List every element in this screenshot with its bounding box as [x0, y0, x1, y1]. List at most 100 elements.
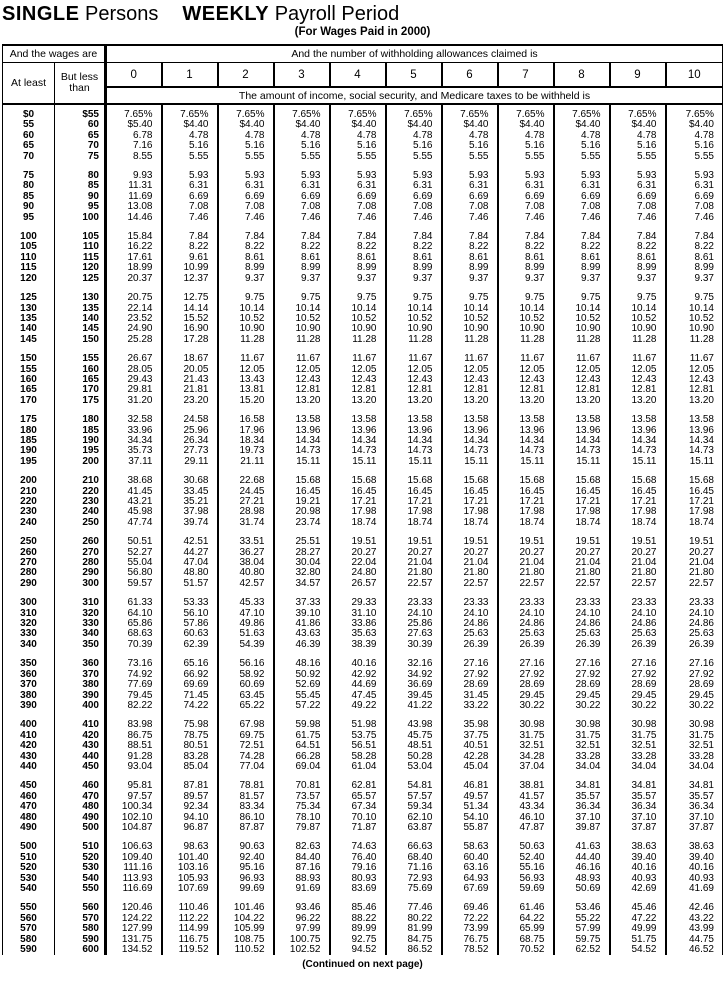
tax-amount-cell: 7.65%	[665, 110, 723, 121]
wage-bracket-row: 390 400 82.22 74.22 65.22 57.22 49.22 41.22 33.2…	[2, 700, 723, 712]
tax-amount-cell: 64.22	[497, 913, 555, 925]
tax-amount-cell: 47.04	[161, 558, 219, 569]
at-least-cell: 70	[2, 151, 55, 163]
tax-amount-cell: 20.27	[609, 547, 667, 559]
tax-table-body: $0 $55 7.65% 7.65% 7.65% 7.65% 7.65% 7.65% 7.65%…	[2, 104, 723, 956]
gap-cell	[161, 833, 219, 843]
tax-amount-cell: 31.74	[217, 517, 275, 529]
tax-amount-cell: 5.93	[329, 171, 387, 182]
tax-amount-cell: 6.69	[217, 191, 275, 203]
tax-amount-cell: 13.20	[329, 395, 387, 407]
gap-cell	[54, 589, 107, 599]
tax-amount-cell: 22.04	[329, 558, 387, 569]
tax-amount-cell: 90.63	[217, 842, 275, 853]
tax-amount-cell: 93.04	[105, 761, 163, 773]
tax-amount-cell: 12.81	[553, 385, 611, 396]
gap-cell	[553, 467, 611, 477]
at-least-cell: 590	[2, 945, 55, 956]
wage-bracket-row: 580 590 131.75 116.75 108.75 100.75 92.75 84.75…	[2, 934, 723, 946]
tax-amount-cell: 65.57	[329, 791, 387, 803]
tax-amount-cell: 6.69	[553, 191, 611, 203]
gap-cell	[609, 589, 667, 599]
tax-amount-cell: 7.08	[217, 202, 275, 213]
tax-amount-cell: 5.55	[553, 151, 611, 163]
tax-amount-cell: 27.63	[385, 629, 443, 640]
tax-amount-cell: 35.73	[105, 446, 163, 457]
tax-amount-cell: 25.51	[273, 537, 331, 548]
gap-cell	[54, 223, 107, 233]
but-less-cell: 380	[54, 680, 107, 691]
tax-amount-cell: 84.40	[273, 852, 331, 864]
tax-amount-cell: 25.28	[105, 334, 163, 346]
tax-amount-cell: 18.34	[217, 435, 275, 447]
tax-amount-cell: 7.84	[665, 232, 723, 243]
tax-amount-cell: 113.93	[105, 873, 163, 884]
gap-cell	[665, 467, 723, 477]
tax-amount-cell: 51.75	[609, 934, 667, 946]
tax-amount-cell: 6.31	[273, 181, 331, 192]
tax-amount-cell: 50.28	[385, 751, 443, 762]
tax-amount-cell: 96.93	[217, 873, 275, 884]
tax-amount-cell: 11.67	[441, 354, 499, 365]
gap-cell	[273, 467, 331, 477]
tax-amount-cell: 73.57	[273, 791, 331, 803]
tax-amount-cell: 17.21	[553, 497, 611, 508]
wage-bracket-row: 155 160 28.05 20.05 12.05 12.05 12.05 12.05 12.0…	[2, 364, 723, 375]
tax-amount-cell: 33.28	[665, 751, 723, 762]
tax-amount-cell: 68.40	[385, 852, 443, 864]
but-less-cell: 160	[54, 364, 107, 375]
wage-bracket-row: 130 135 22.14 14.14 10.14 10.14 10.14 10.14 10.1…	[2, 303, 723, 314]
tax-amount-cell: 7.65%	[553, 110, 611, 121]
tax-amount-cell: 12.81	[385, 385, 443, 396]
gap-cell	[329, 894, 387, 904]
tax-amount-cell: 53.04	[385, 761, 443, 773]
tax-amount-cell: 17.28	[161, 334, 219, 346]
tax-amount-cell: 9.75	[385, 293, 443, 304]
tax-amount-cell: 12.05	[497, 364, 555, 375]
tax-amount-cell: 42.51	[161, 537, 219, 548]
tax-amount-cell: 9.75	[441, 293, 499, 304]
tax-amount-cell: 76.75	[441, 934, 499, 946]
tax-amount-cell: 78.75	[161, 730, 219, 742]
tax-amount-cell: 9.37	[273, 273, 331, 285]
wage-bracket-row: 185 190 34.34 26.34 18.34 14.34 14.34 14.34 14.3…	[2, 435, 723, 447]
tax-amount-cell: 24.90	[105, 324, 163, 335]
gap-cell	[553, 406, 611, 416]
tax-amount-cell: 88.51	[105, 741, 163, 752]
tax-amount-cell: 8.61	[217, 252, 275, 264]
tax-amount-cell: 10.14	[273, 303, 331, 314]
gap-cell	[441, 162, 499, 172]
tax-amount-cell: 74.63	[329, 842, 387, 853]
tax-amount-cell: 110.46	[161, 903, 219, 914]
tax-amount-cell: 69.69	[161, 680, 219, 691]
tax-amount-cell: 42.46	[665, 903, 723, 914]
tax-amount-cell: 33.86	[329, 619, 387, 630]
tax-amount-cell: 55.04	[105, 558, 163, 569]
tax-amount-cell: 43.99	[665, 924, 723, 935]
tax-amount-cell: 5.93	[217, 171, 275, 182]
tax-amount-cell: 17.98	[553, 507, 611, 518]
tax-amount-cell: 21.04	[609, 558, 667, 569]
tax-amount-cell: 14.34	[609, 435, 667, 447]
tax-amount-cell: 23.33	[497, 598, 555, 609]
gap-cell	[497, 406, 555, 416]
tax-amount-cell: 89.57	[161, 791, 219, 803]
tax-amount-cell: 111.16	[105, 863, 163, 874]
tax-amount-cell: 6.78	[105, 130, 163, 142]
wage-bracket-row: 500 510 106.63 98.63 90.63 82.63 74.63 66.63 58.…	[2, 842, 723, 853]
tax-amount-cell: 21.80	[665, 568, 723, 579]
tax-amount-cell: 23.33	[385, 598, 443, 609]
tax-amount-cell: 8.99	[385, 263, 443, 274]
but-less-cell: 165	[54, 374, 107, 386]
tax-amount-cell: 17.98	[385, 507, 443, 518]
tax-amount-cell: 21.80	[441, 568, 499, 579]
tax-amount-cell: 15.11	[553, 456, 611, 468]
tax-amount-cell: 6.69	[497, 191, 555, 203]
allowance-col-header-3: 3	[273, 62, 331, 88]
but-less-cell: 260	[54, 537, 107, 548]
tax-amount-cell: 10.90	[609, 324, 667, 335]
tax-amount-cell: 7.84	[441, 232, 499, 243]
group-gap-row	[2, 833, 723, 843]
tax-amount-cell: 7.84	[161, 232, 219, 243]
tax-amount-cell: 6.69	[161, 191, 219, 203]
